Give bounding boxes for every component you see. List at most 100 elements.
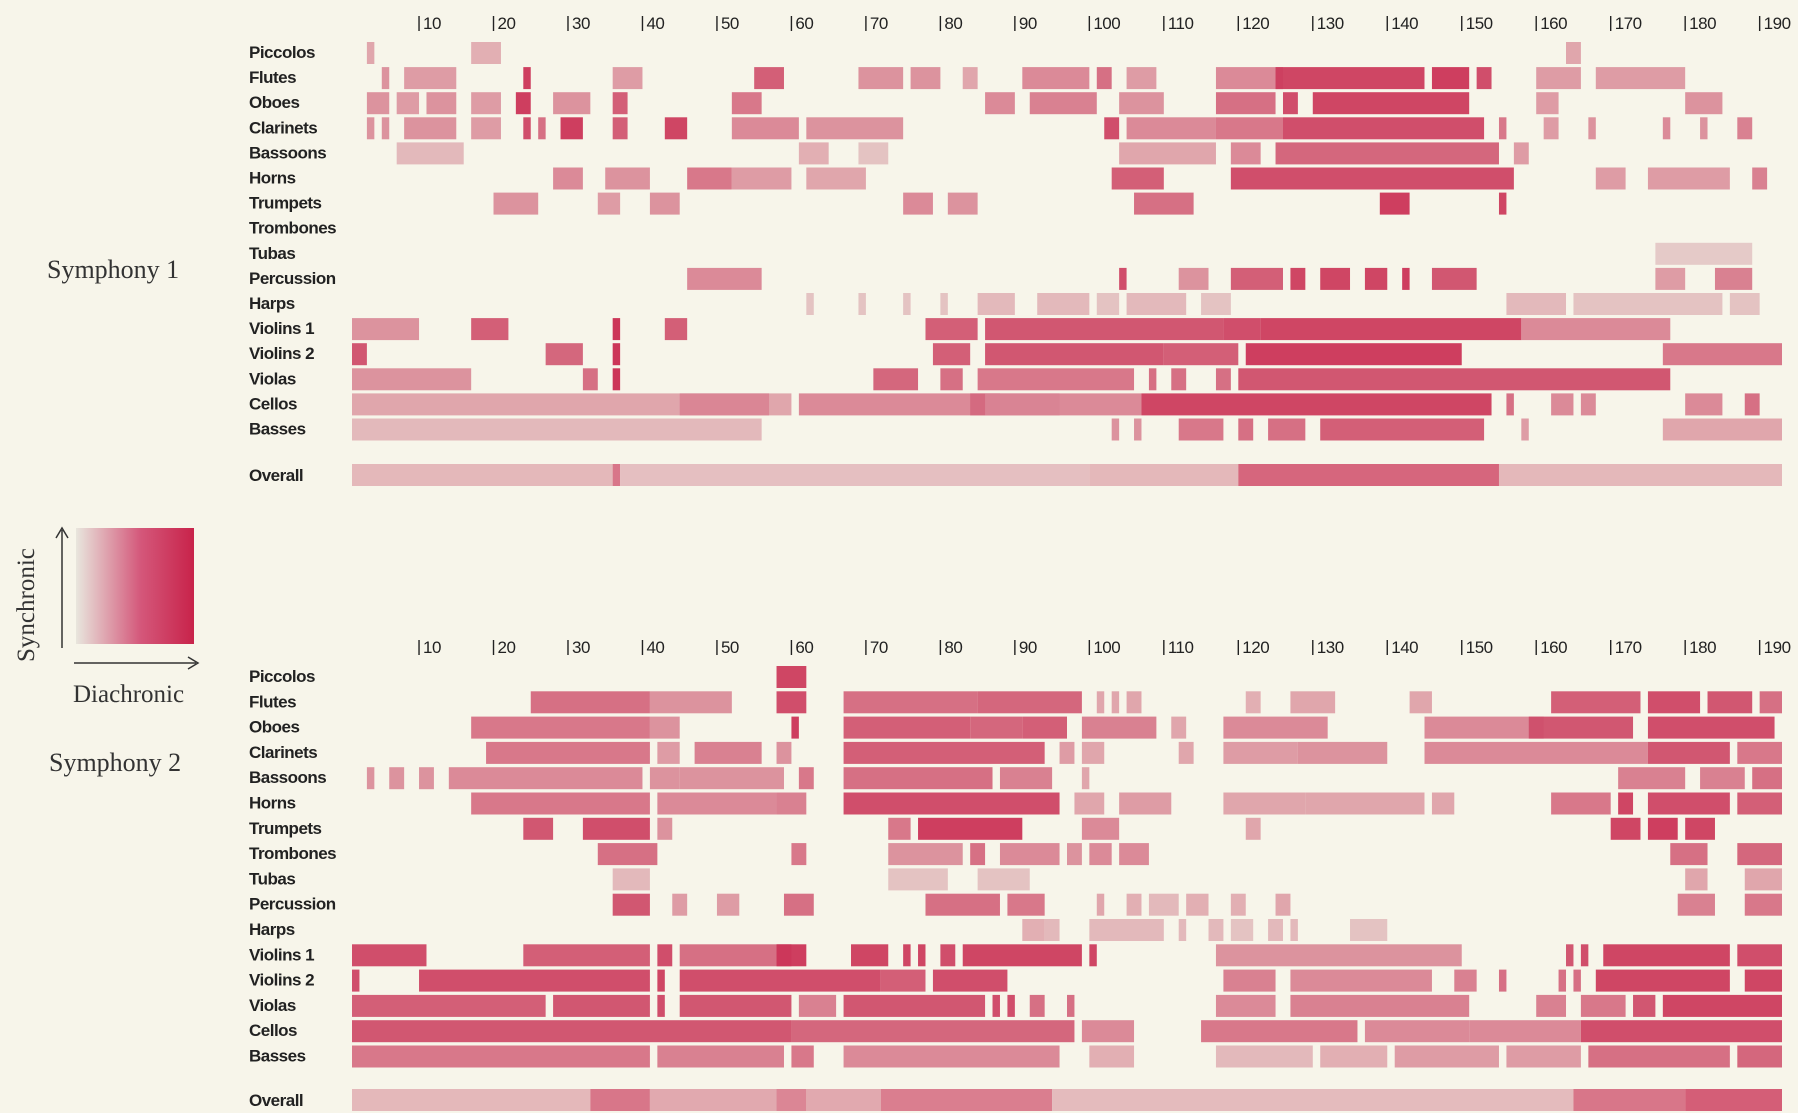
- heatmap-cell: [352, 368, 472, 391]
- heatmap-cell: [1148, 893, 1179, 916]
- measure-tick-label: 190: [1764, 14, 1791, 33]
- heatmap-cell: [1744, 868, 1782, 891]
- heatmap-cell: [1394, 1045, 1499, 1068]
- heatmap-cell: [352, 318, 420, 341]
- heatmap-cell: [1409, 691, 1432, 714]
- heatmap-cell: [538, 117, 546, 140]
- measure-tick-label: 90: [1019, 638, 1037, 657]
- heatmap-cell: [649, 716, 680, 739]
- heatmap-cell: [1081, 716, 1157, 739]
- overall-label: Overall: [249, 466, 303, 485]
- heatmap-cell: [381, 117, 390, 140]
- heatmap-cell: [471, 716, 650, 739]
- heatmap-cell: [1566, 42, 1581, 64]
- heatmap-cell: [1208, 919, 1224, 941]
- heatmap-cell: [352, 994, 546, 1017]
- measure-tick-label: 130: [1317, 14, 1344, 33]
- heatmap-cell: [1111, 167, 1164, 190]
- heatmap-cell: [1119, 142, 1216, 165]
- heatmap-cell: [523, 944, 650, 967]
- heatmap-cell: [1498, 969, 1507, 992]
- heatmap-cell: [776, 944, 807, 967]
- heatmap-cell: [1215, 92, 1276, 115]
- measure-tick-label: 10: [423, 14, 441, 33]
- heatmap-cell: [888, 843, 963, 866]
- heatmap-cell: [597, 192, 621, 215]
- heatmap-cell: [999, 843, 1060, 866]
- heatmap-cell: [582, 817, 650, 840]
- measure-tick-label: 120: [1242, 14, 1269, 33]
- heatmap-cell: [918, 817, 1023, 840]
- instrument-label: Horns: [249, 169, 296, 188]
- heatmap-cell: [1282, 117, 1485, 140]
- heatmap-cell: [1163, 343, 1239, 366]
- heatmap-cell: [1647, 741, 1730, 764]
- heatmap-cell: [1230, 267, 1283, 290]
- heatmap-cell: [1424, 716, 1544, 739]
- instrument-label: Harps: [249, 294, 295, 313]
- measure-tick-label: 70: [870, 14, 888, 33]
- heatmap-cell: [970, 716, 1023, 739]
- overall-cell: [352, 464, 613, 486]
- heatmap-cell: [523, 817, 554, 840]
- heatmap-cell: [932, 343, 971, 366]
- heatmap-cell: [404, 117, 457, 140]
- heatmap-cell: [1737, 741, 1782, 764]
- heatmap-cell: [396, 92, 420, 115]
- heatmap-cell: [932, 969, 1008, 992]
- heatmap-cell: [679, 393, 770, 416]
- heatmap-cell: [657, 741, 680, 764]
- heatmap-cell: [888, 868, 948, 891]
- heatmap-cell: [1744, 969, 1782, 992]
- heatmap-cell: [1007, 994, 1015, 1017]
- instrument-label: Flutes: [249, 692, 296, 711]
- heatmap-cell: [649, 691, 732, 714]
- heatmap-cell: [1558, 969, 1567, 992]
- heatmap-cell: [1431, 67, 1470, 90]
- heatmap-cell: [1350, 919, 1388, 941]
- measure-tick-label: 10: [423, 638, 441, 657]
- heatmap-cell: [985, 393, 1142, 416]
- measure-tick-label: 40: [646, 14, 664, 33]
- heatmap-cell: [1245, 343, 1462, 366]
- heatmap-cell: [776, 741, 792, 764]
- heatmap-cell: [1134, 192, 1194, 215]
- heatmap-cell: [657, 792, 777, 815]
- heatmap-cell: [1379, 192, 1410, 215]
- heatmap-cell: [352, 418, 762, 441]
- overall-cell: [352, 1089, 591, 1111]
- heatmap-cell: [1566, 944, 1574, 967]
- measure-tick-label: 90: [1019, 14, 1037, 33]
- heatmap-cell: [962, 944, 1082, 967]
- heatmap-cell: [1081, 767, 1090, 790]
- measure-tick-label: 70: [870, 638, 888, 657]
- heatmap-cell: [1737, 792, 1782, 815]
- heatmap-cell: [1067, 843, 1082, 866]
- heatmap-cell: [1178, 267, 1209, 290]
- heatmap-cell: [1096, 893, 1105, 916]
- heatmap-cell: [1618, 767, 1686, 790]
- instrument-label: Clarinets: [249, 118, 317, 137]
- heatmap-cell: [1029, 92, 1097, 115]
- heatmap-cell: [1737, 944, 1782, 967]
- heatmap-cell: [977, 293, 1015, 315]
- measure-tick-label: 160: [1540, 14, 1567, 33]
- heatmap-cell: [1662, 117, 1671, 140]
- heatmap-cell: [553, 167, 583, 190]
- legend-x-arrowhead: [187, 656, 200, 670]
- heatmap-cell: [560, 117, 583, 140]
- heatmap-cell: [1543, 117, 1559, 140]
- heatmap-cell: [1275, 67, 1425, 90]
- heatmap-cell: [1215, 67, 1283, 90]
- heatmap-cell: [798, 142, 829, 165]
- heatmap-cell: [1096, 67, 1112, 90]
- heatmap-cell: [1081, 741, 1105, 764]
- heatmap-cell: [843, 716, 971, 739]
- legend-y-arrowhead: [55, 526, 69, 539]
- instrument-label: Violins 2: [249, 344, 314, 363]
- heatmap-cell: [396, 142, 464, 165]
- heatmap-cell: [657, 969, 665, 992]
- measure-tick-label: 150: [1466, 638, 1493, 657]
- instrument-label: Trombones: [249, 219, 336, 238]
- heatmap-cell: [731, 92, 762, 115]
